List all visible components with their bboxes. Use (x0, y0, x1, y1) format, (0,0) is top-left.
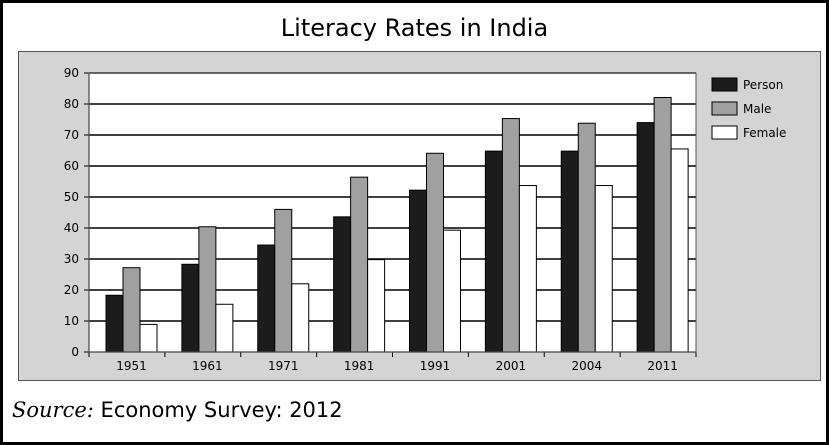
x-tick-label: 2011 (647, 359, 678, 373)
bar-person (105, 294, 124, 353)
legend-swatch-person (711, 77, 738, 92)
plot-border (88, 72, 697, 353)
bar-person (181, 263, 200, 353)
source-note: Source: Economy Survey: 2012 (12, 398, 343, 422)
x-tick-label: 2001 (496, 359, 527, 373)
x-tick-label: 1991 (420, 359, 451, 373)
bar-male (350, 176, 369, 353)
y-tick-label: 60 (64, 159, 79, 173)
bar-female (291, 283, 310, 353)
legend-label-female: Female (743, 126, 786, 140)
bar-female (594, 185, 613, 353)
bar-person (560, 150, 579, 353)
bar-chart: 0 10 20 30 40 50 60 70 80 90 1951 1961 1971 1981 1991 2… (64, 66, 787, 373)
legend-swatch-female (711, 125, 738, 140)
chart-panel: 0 10 20 30 40 50 60 70 80 90 1951 1961 1971 1981 1991 2… (18, 51, 821, 381)
x-tick-label: 1951 (116, 359, 147, 373)
bar-female (518, 185, 537, 353)
bar-female (670, 148, 689, 353)
bar-person (484, 150, 503, 353)
x-tick-label: 1971 (268, 359, 299, 373)
bar-male (653, 96, 672, 353)
bar-person (636, 122, 655, 353)
source-text: Economy Survey: 2012 (100, 398, 343, 422)
bar-female (215, 303, 234, 353)
source-label: Source: (12, 398, 94, 422)
legend-label-person: Person (743, 78, 783, 92)
bar-person (409, 189, 427, 353)
bar-male (122, 267, 141, 353)
y-tick-label: 70 (64, 128, 79, 142)
legend-label-male: Male (743, 102, 771, 116)
bar-female (367, 259, 386, 353)
bar-person (333, 216, 352, 353)
y-tick-label: 20 (64, 283, 79, 297)
x-tick-label: 2004 (571, 359, 602, 373)
bar-person (257, 244, 276, 353)
y-tick-label: 10 (64, 314, 79, 328)
legend-swatch-male (711, 101, 738, 116)
bar-female (443, 229, 461, 353)
bar-male (274, 208, 293, 353)
y-tick-label: 80 (64, 97, 79, 111)
y-tick-label: 40 (64, 221, 79, 235)
y-tick-label: 50 (64, 190, 79, 204)
bar-female (139, 323, 158, 353)
bar-male (198, 226, 217, 353)
y-tick-label: 0 (71, 345, 79, 359)
y-tick-label: 90 (64, 66, 79, 80)
bar-male (426, 152, 444, 353)
bar-male (501, 118, 520, 353)
x-tick-label: 1981 (344, 359, 375, 373)
y-tick-label: 30 (64, 252, 79, 266)
x-tick-label: 1961 (192, 359, 223, 373)
chart-title: Literacy Rates in India (280, 14, 549, 42)
bar-male (577, 122, 596, 353)
